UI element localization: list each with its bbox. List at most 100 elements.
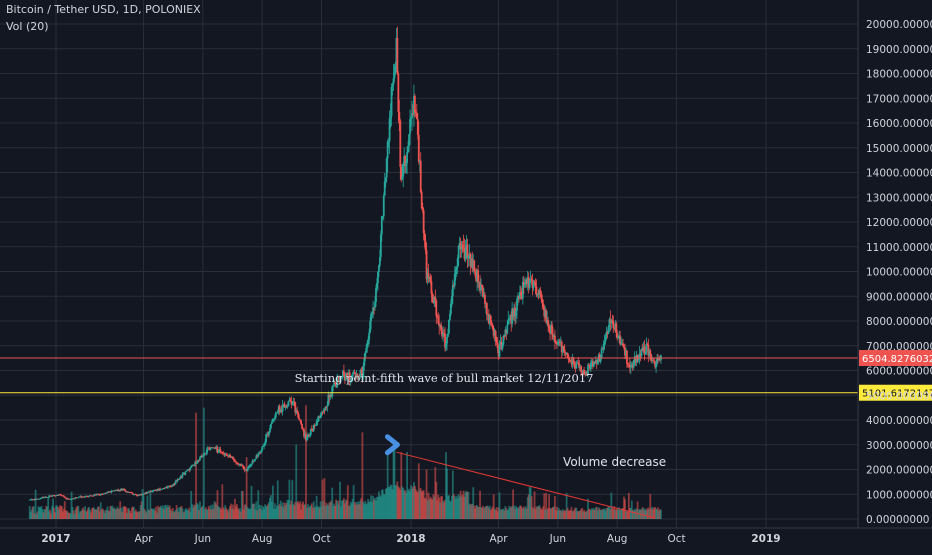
volume-bar bbox=[561, 509, 564, 519]
candle-body bbox=[299, 419, 302, 421]
candle-body bbox=[462, 247, 465, 249]
volume-indicator-label[interactable]: Vol (20) bbox=[6, 20, 49, 33]
candle-body bbox=[566, 353, 569, 358]
candle-body bbox=[599, 357, 602, 362]
volume-bar bbox=[382, 494, 385, 519]
symbol-title[interactable]: Bitcoin / Tether USD, 1D, POLONIEX bbox=[6, 3, 201, 16]
volume-bar bbox=[311, 507, 314, 519]
candle-body bbox=[362, 365, 365, 378]
candle-body bbox=[200, 456, 203, 457]
volume-bar bbox=[307, 504, 309, 519]
volume-bar bbox=[29, 511, 32, 519]
candle-body bbox=[127, 491, 129, 493]
volume-bar bbox=[248, 508, 251, 519]
candle-body bbox=[448, 319, 450, 334]
volume-bar bbox=[541, 509, 544, 519]
volume-bar bbox=[129, 513, 132, 519]
candle-body bbox=[78, 496, 81, 498]
arrow-right-icon[interactable] bbox=[384, 434, 400, 456]
candle-body bbox=[481, 284, 483, 288]
candle-body bbox=[182, 473, 185, 475]
candle-body bbox=[507, 319, 510, 325]
volume-bar bbox=[538, 505, 541, 519]
candle-body bbox=[435, 300, 438, 316]
volume-bar bbox=[352, 484, 355, 519]
volume-bar bbox=[419, 488, 422, 519]
volume-bar bbox=[522, 506, 525, 519]
volume-bar bbox=[95, 509, 98, 519]
volume-bar bbox=[254, 509, 257, 519]
volume-bar bbox=[457, 494, 460, 519]
candle-body bbox=[63, 496, 66, 498]
volume-bar bbox=[283, 502, 286, 519]
candle-body bbox=[228, 454, 231, 457]
volume-bar bbox=[235, 506, 237, 519]
candle-body bbox=[235, 461, 237, 463]
volume-bar bbox=[316, 506, 319, 519]
volume-bar bbox=[220, 509, 223, 519]
y-tick-label: 15000.00000000 bbox=[866, 143, 932, 155]
annotation-volume-decrease[interactable]: Volume decrease bbox=[563, 455, 666, 469]
candle-body bbox=[126, 491, 128, 493]
annotation-fifth-wave[interactable]: Starting point-fifth wave of bull market… bbox=[295, 371, 594, 385]
candle-body bbox=[41, 497, 44, 498]
volume-bar bbox=[455, 495, 458, 519]
candle-body bbox=[550, 324, 552, 334]
volume-bar bbox=[123, 506, 125, 519]
candle-body bbox=[398, 112, 401, 121]
volume-bar bbox=[456, 498, 459, 519]
volume-bar bbox=[429, 496, 432, 519]
candle-body bbox=[66, 498, 69, 500]
volume-bar bbox=[612, 509, 615, 519]
candle-body bbox=[559, 341, 562, 343]
candle-body bbox=[350, 379, 353, 381]
candle-body bbox=[278, 406, 281, 413]
candle-body bbox=[225, 453, 228, 455]
volume-bar bbox=[449, 501, 452, 519]
candle-body bbox=[413, 96, 416, 113]
volume-bar bbox=[279, 500, 282, 519]
candle-body bbox=[538, 290, 541, 295]
candle-body bbox=[587, 364, 589, 376]
candle-body bbox=[520, 291, 522, 296]
volume-bar bbox=[183, 511, 186, 519]
volume-bar bbox=[567, 510, 570, 519]
volume-bar bbox=[219, 507, 222, 519]
volume-bar bbox=[191, 504, 194, 519]
candle-body bbox=[365, 348, 368, 353]
x-tick-label: 2017 bbox=[41, 533, 70, 545]
candle-body bbox=[512, 308, 515, 317]
volume-bar bbox=[338, 500, 340, 519]
volume-bar bbox=[206, 509, 209, 519]
candle-body bbox=[498, 344, 501, 357]
volume-bar bbox=[357, 501, 360, 519]
candle-body bbox=[316, 420, 319, 422]
candle-body bbox=[607, 326, 610, 334]
candle-body bbox=[503, 336, 506, 337]
candle-body bbox=[382, 195, 385, 217]
volume-trendline[interactable] bbox=[396, 451, 655, 519]
candle-body bbox=[353, 372, 356, 374]
y-tick-label: 20000.00000000 bbox=[866, 19, 932, 31]
volume-bar bbox=[344, 499, 347, 519]
volume-bar bbox=[591, 509, 594, 519]
volume-bar bbox=[66, 511, 69, 519]
candle-body bbox=[560, 341, 563, 353]
candle-body bbox=[429, 277, 432, 282]
candle-body bbox=[376, 283, 378, 289]
volume-bar bbox=[379, 496, 382, 519]
candle-body bbox=[37, 498, 40, 500]
candle-body bbox=[464, 250, 467, 259]
volume-bar bbox=[545, 492, 548, 519]
volume-bar bbox=[272, 508, 275, 519]
candle-body bbox=[146, 492, 149, 494]
volume-bar bbox=[49, 509, 52, 519]
candle-body bbox=[621, 343, 623, 345]
candle-body bbox=[348, 372, 351, 381]
volume-bar bbox=[175, 505, 178, 519]
volume-bar bbox=[390, 485, 393, 519]
candle-body bbox=[312, 425, 315, 431]
volume-bar bbox=[446, 468, 448, 519]
